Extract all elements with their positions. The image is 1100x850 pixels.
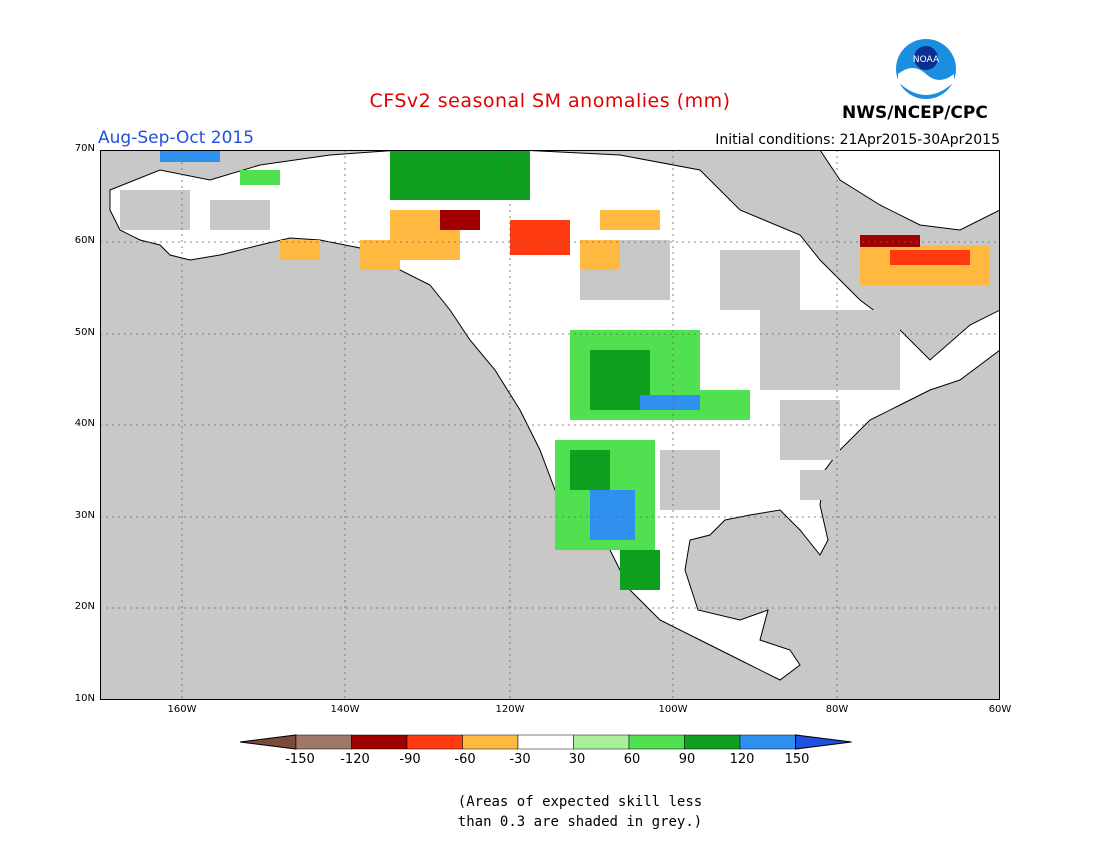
low-skill-areas	[120, 190, 900, 510]
colorbar-label: 120	[729, 752, 755, 767]
colorbar-cell	[573, 734, 630, 750]
colorbar-cell	[628, 734, 685, 750]
colorbar	[240, 734, 852, 750]
colorbar-cell	[295, 734, 352, 750]
colorbar-label: 60	[623, 752, 641, 767]
colorbar-cell	[351, 734, 408, 750]
organization-label: NWS/NCEP/CPC	[842, 103, 988, 123]
colorbar-label: 150	[784, 752, 810, 767]
colorbar-label: -120	[340, 752, 370, 767]
colorbar-cell	[462, 734, 519, 750]
lon-label-160w: 160W	[167, 704, 197, 715]
greenland-land	[819, 150, 1000, 231]
lon-label-100w: 100W	[658, 704, 688, 715]
lat-label-50n: 50N	[74, 327, 95, 338]
colorbar-cell	[684, 734, 741, 750]
anomaly-map	[100, 150, 1000, 700]
skill-note-line2: than 0.3 are shaded in grey.)	[457, 814, 703, 830]
period-label: Aug-Sep-Oct 2015	[98, 128, 255, 148]
lat-label-60n: 60N	[74, 235, 95, 246]
logo-text: NOAA	[913, 55, 940, 65]
colorbar-label: -30	[509, 752, 531, 767]
skill-note: (Areas of expected skill less than 0.3 a…	[440, 792, 720, 832]
lon-label-80w: 80W	[825, 704, 849, 715]
lat-label-10n: 10N	[74, 693, 95, 704]
lon-label-60w: 60W	[988, 704, 1012, 715]
lat-label-70n: 70N	[74, 143, 95, 154]
colorbar-label: -150	[285, 752, 315, 767]
noaa-logo: NOAA	[895, 38, 957, 100]
dry-anomaly-areas	[280, 210, 990, 285]
colorbar-label: 30	[568, 752, 586, 767]
lat-label-40n: 40N	[74, 418, 95, 429]
lon-label-140w: 140W	[330, 704, 360, 715]
colorbar-label: -90	[399, 752, 421, 767]
colorbar-arrow-left	[240, 734, 297, 750]
initial-conditions-label: Initial conditions: 21Apr2015-30Apr2015	[715, 132, 1000, 148]
wet-anomaly-areas	[160, 150, 750, 590]
colorbar-label: 90	[678, 752, 696, 767]
skill-note-line1: (Areas of expected skill less	[457, 794, 703, 810]
colorbar-cell	[517, 734, 574, 750]
colorbar-cell	[739, 734, 796, 750]
lat-label-20n: 20N	[74, 601, 95, 612]
graticule	[100, 150, 1000, 700]
colorbar-label: -60	[454, 752, 476, 767]
colorbar-cell	[406, 734, 463, 750]
lon-label-120w: 120W	[495, 704, 525, 715]
lat-label-30n: 30N	[74, 510, 95, 521]
map-title: CFSv2 seasonal SM anomalies (mm)	[369, 90, 731, 112]
colorbar-arrow-right	[795, 734, 852, 750]
